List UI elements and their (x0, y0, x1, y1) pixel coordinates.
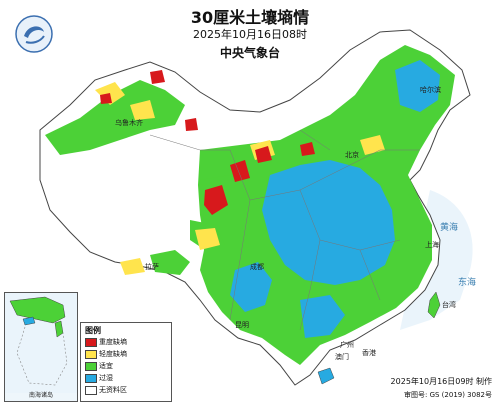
region-severe-drought-7 (300, 142, 315, 156)
region-overwet-northeast (395, 60, 440, 112)
label-lhasa: 拉萨 (145, 263, 159, 271)
label-chengdu: 成都 (250, 263, 264, 271)
label-shanghai: 上海 (425, 241, 439, 249)
map-legend: 图例 重度缺墒 轻度缺墒 适宜 过湿 无资料区 (80, 322, 172, 402)
legend-label: 轻度缺墒 (99, 350, 127, 358)
label-beijing: 北京 (345, 151, 359, 159)
legend-item-severe-drought: 重度缺墒 (85, 337, 169, 347)
region-severe-drought-2 (100, 93, 112, 104)
legend-item-no-data: 无资料区 (85, 385, 169, 395)
legend-label: 过湿 (99, 374, 113, 382)
taiwan-island (427, 291, 441, 319)
approval-number: 审图号: GS (2019) 3082号 (404, 391, 492, 399)
legend-item-overwet: 过湿 (85, 373, 169, 383)
legend-swatch-yellow (85, 350, 97, 359)
region-severe-drought-3 (185, 118, 198, 131)
legend-title: 图例 (85, 326, 101, 335)
label-harbin: 哈尔滨 (420, 86, 441, 94)
map-timestamp: 2025年10月16日08时 (193, 28, 307, 41)
label-taiwan: 台湾 (442, 301, 456, 309)
legend-label: 适宜 (99, 362, 113, 370)
region-overwet-southwest (230, 262, 272, 312)
region-severe-drought-1 (150, 70, 165, 84)
map-agency: 中央气象台 (219, 46, 280, 60)
inset-map (5, 293, 77, 393)
label-macau: 澳门 (335, 353, 349, 361)
region-suitable-northwest (45, 80, 185, 155)
label-hongkong: 香港 (362, 349, 376, 357)
legend-label: 重度缺墒 (99, 338, 127, 346)
inset-label: 南海诸岛 (28, 392, 53, 399)
issued-time: 2025年10月16日09时 制作 (390, 377, 492, 386)
label-east-sea: 东海 (458, 278, 477, 288)
cma-logo-icon (15, 15, 53, 53)
region-light-drought-3 (195, 228, 220, 250)
label-yellow-sea: 黄海 (440, 223, 459, 233)
legend-item-light-drought: 轻度缺墒 (85, 349, 169, 359)
legend-swatch-green (85, 362, 97, 371)
region-severe-drought-5 (230, 160, 250, 182)
legend-label: 无资料区 (99, 386, 127, 394)
region-overwet-south (300, 295, 345, 338)
label-kunming: 昆明 (235, 321, 249, 329)
legend-swatch-white (85, 386, 97, 395)
legend-swatch-blue (85, 374, 97, 383)
legend-item-suitable: 适宜 (85, 361, 169, 371)
region-light-drought-2 (130, 100, 155, 120)
legend-swatch-red (85, 338, 97, 347)
region-light-drought-4 (360, 135, 385, 155)
south-china-sea-inset: 南海诸岛 (4, 292, 78, 402)
region-light-drought-5 (120, 258, 145, 275)
label-guangzhou: 广州 (340, 341, 354, 349)
region-severe-drought-6 (255, 146, 272, 163)
map-title: 30厘米土壤墒情 (190, 8, 310, 27)
label-urumqi: 乌鲁木齐 (115, 119, 143, 127)
region-severe-drought-4 (204, 185, 228, 215)
hainan-island (317, 367, 335, 385)
